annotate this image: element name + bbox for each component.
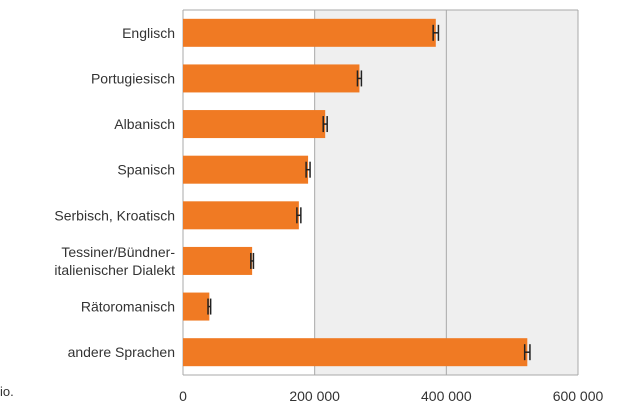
bar-0 bbox=[183, 18, 436, 47]
category-label-3: Spanisch bbox=[117, 162, 175, 178]
bar-1 bbox=[183, 64, 360, 93]
category-labels: Englisch Portugiesisch Albanisch Spanisch Se… bbox=[54, 25, 175, 360]
bar-7 bbox=[183, 338, 528, 367]
truncated-edge-text: io. bbox=[0, 384, 14, 399]
x-tick-label-3: 600 000 bbox=[553, 388, 604, 404]
category-label-0: Englisch bbox=[122, 25, 175, 41]
category-label-4: Serbisch, Kroatisch bbox=[54, 207, 175, 223]
x-tick-label-0: 0 bbox=[179, 388, 187, 404]
bar-6 bbox=[183, 292, 210, 321]
bar-4 bbox=[183, 201, 299, 230]
category-label-1: Portugiesisch bbox=[91, 70, 175, 86]
x-tick-labels: 0 200 000 400 000 600 000 bbox=[179, 388, 603, 404]
category-label-7: andere Sprachen bbox=[68, 344, 175, 360]
category-label-5: Tessiner/Bündner-italienischer Dialekt bbox=[54, 244, 175, 278]
bars bbox=[183, 18, 528, 367]
bar-5 bbox=[183, 246, 253, 275]
category-label-6: Rätoromanisch bbox=[81, 299, 175, 315]
error-bars bbox=[207, 24, 531, 361]
bar-2 bbox=[183, 110, 326, 139]
x-tick-label-1: 200 000 bbox=[289, 388, 340, 404]
category-label-2: Albanisch bbox=[114, 116, 175, 132]
bar-3 bbox=[183, 155, 309, 184]
x-tick-label-2: 400 000 bbox=[421, 388, 472, 404]
